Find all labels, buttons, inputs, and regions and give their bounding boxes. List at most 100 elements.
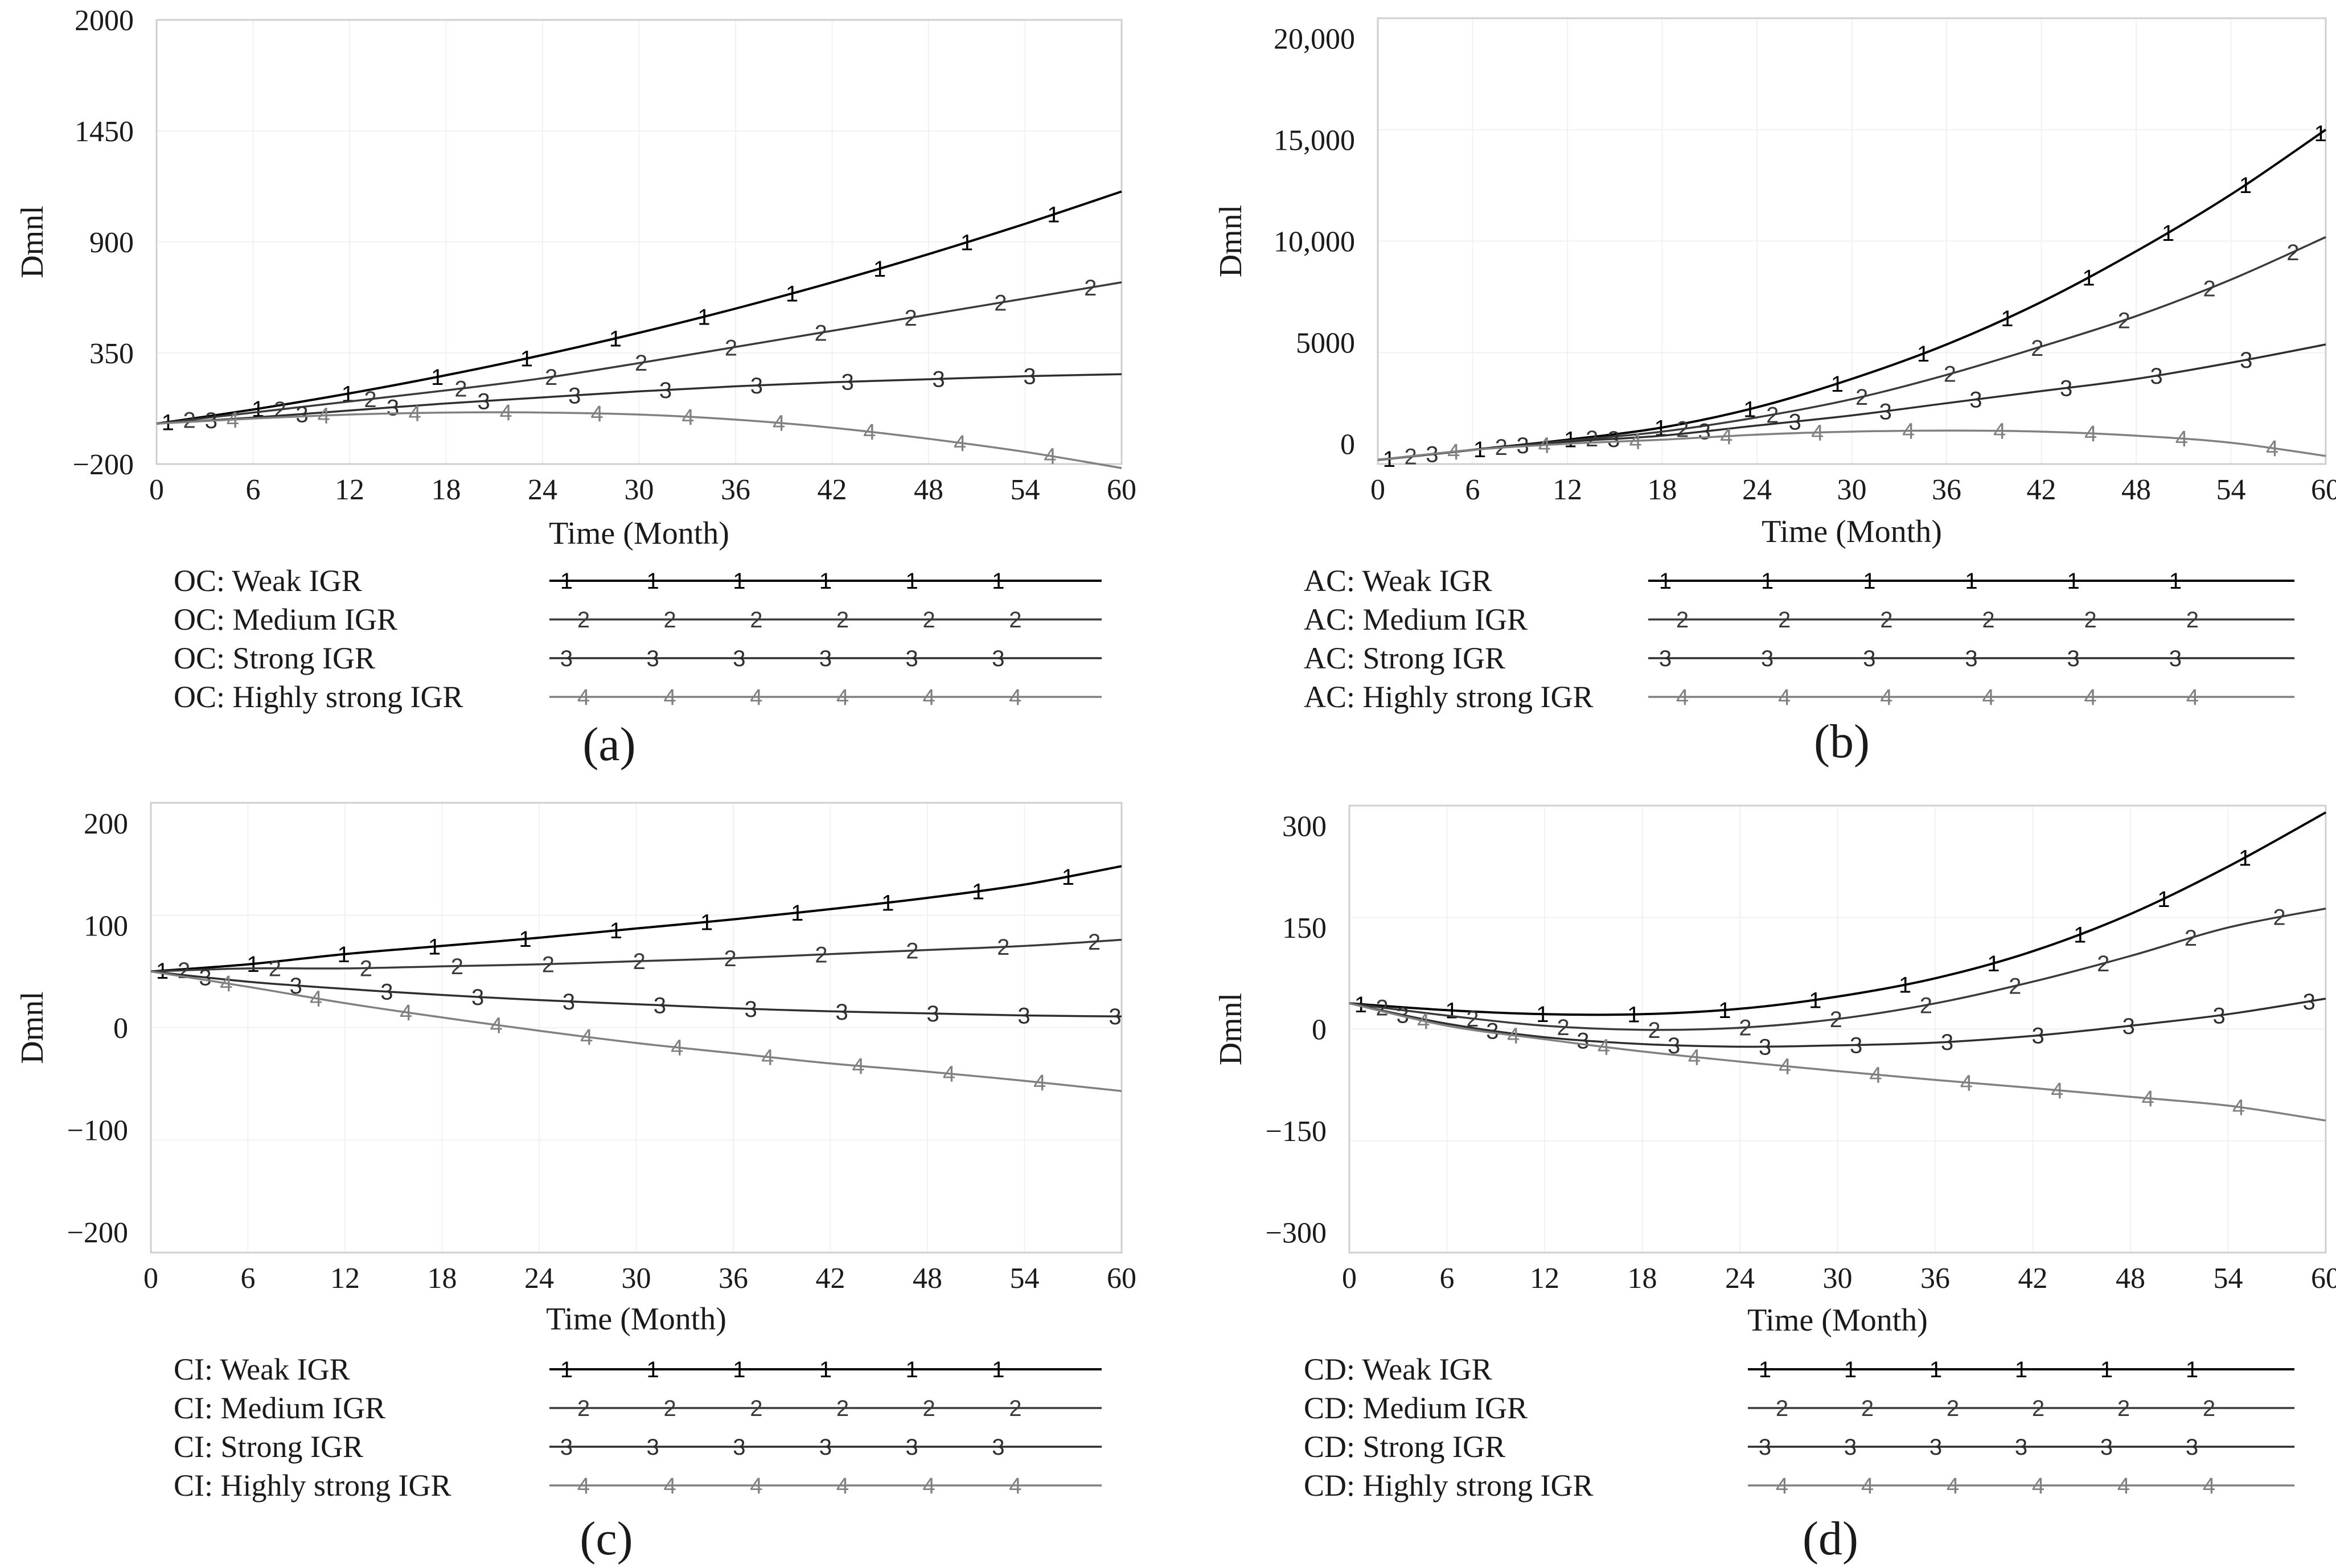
x-tick-label: 60: [1107, 474, 1136, 506]
series-marker-2: 2: [1739, 1016, 1751, 1041]
legend-marker-3: 3: [733, 646, 745, 671]
legend-marker-4: 4: [1009, 685, 1021, 710]
series-marker-1: 1: [1445, 999, 1458, 1024]
legend-marker-2: 2: [1982, 608, 1994, 633]
legend-marker-3: 3: [906, 646, 918, 671]
legend-marker-4: 4: [577, 1473, 590, 1499]
series-marker-2: 2: [1855, 385, 1868, 410]
series-marker-1: 1: [1047, 203, 1060, 228]
legend-marker-2: 2: [1676, 608, 1689, 633]
x-tick-label: 18: [432, 474, 461, 506]
series-marker-4: 4: [499, 400, 512, 425]
x-tick-label: 0: [149, 474, 164, 506]
y-tick-label: 200: [84, 808, 128, 840]
series-marker-3: 3: [1668, 1033, 1680, 1058]
x-tick-label: 42: [2018, 1262, 2048, 1295]
chart-panel-1: 0 6 12 18 24 30 36 42 48 54 60−20035090014502000Ti…: [15, 5, 1136, 771]
series-marker-2: 2: [1466, 1007, 1479, 1032]
y-axis-label: Dmnl: [1213, 993, 1249, 1066]
series-marker-3: 3: [1577, 1029, 1589, 1054]
x-tick-label: 48: [2121, 474, 2151, 506]
series-line-3: [150, 970, 1122, 1018]
series-line-3: [1377, 343, 2326, 461]
series-marker-4: 4: [671, 1036, 683, 1061]
y-tick-label: 2000: [75, 5, 134, 37]
plot-frame: [1377, 17, 2327, 465]
series-marker-1: 1: [431, 365, 444, 390]
x-tick-label: 12: [1553, 474, 1582, 506]
series-marker-4: 4: [310, 987, 322, 1012]
series-marker-2: 2: [724, 946, 737, 971]
series-marker-4: 4: [2175, 426, 2188, 451]
series-marker-1: 1: [2001, 306, 2013, 331]
legend-marker-4: 4: [1947, 1473, 1959, 1499]
legend-marker-2: 2: [2186, 608, 2199, 633]
panel-label: (d): [1803, 1512, 1858, 1565]
series-marker-4: 4: [852, 1054, 864, 1079]
legend-marker-1: 1: [1761, 569, 1773, 594]
legend-marker-3: 3: [992, 1435, 1004, 1460]
series-marker-4: 4: [220, 971, 232, 996]
panel-label: (b): [1814, 715, 1870, 768]
legend-entry-label: CD: Medium IGR: [1304, 1391, 1528, 1425]
legend-marker-3: 3: [733, 1435, 745, 1460]
series-marker-3: 3: [2150, 364, 2163, 389]
series-marker-4: 4: [1538, 433, 1551, 458]
legend-marker-1: 1: [1844, 1357, 1857, 1382]
x-tick-label: 12: [330, 1262, 360, 1295]
legend-entry-label: OC: Strong IGR: [174, 641, 375, 675]
series-marker-1: 1: [2162, 221, 2174, 246]
legend-marker-4: 4: [923, 1473, 935, 1499]
x-tick-label: 36: [721, 474, 750, 506]
legend-marker-3: 3: [2169, 646, 2182, 671]
legend-marker-1: 1: [560, 569, 573, 594]
series-marker-1: 1: [1536, 1002, 1549, 1027]
series-marker-4: 4: [943, 1062, 955, 1087]
series-marker-1: 1: [1987, 951, 2000, 976]
legend-marker-2: 2: [1009, 1396, 1021, 1421]
legend-entry-label: OC: Weak IGR: [174, 564, 362, 598]
series-line-3: [156, 373, 1122, 425]
legend-marker-1: 1: [819, 1357, 832, 1382]
legend-marker-1: 1: [992, 1357, 1004, 1382]
series-marker-3: 3: [1023, 364, 1036, 389]
x-tick-label: 30: [1823, 1262, 1853, 1295]
legend-marker-4: 4: [750, 685, 762, 710]
series-marker-1: 1: [873, 257, 886, 282]
x-tick-label: 54: [1011, 474, 1040, 506]
series-marker-3: 3: [1759, 1035, 1771, 1060]
series-marker-2: 2: [1088, 930, 1101, 955]
y-tick-label: 0: [1340, 428, 1355, 461]
legend-marker-1: 1: [819, 569, 832, 594]
x-axis-label: Time (Month): [546, 1302, 726, 1337]
panel-label: (c): [580, 1512, 633, 1565]
legend-marker-4: 4: [2117, 1473, 2130, 1499]
series-marker-2: 2: [994, 290, 1007, 315]
series-marker-2: 2: [451, 954, 463, 979]
series-marker-3: 3: [745, 997, 757, 1022]
x-tick-label: 48: [2116, 1262, 2145, 1295]
series-marker-2: 2: [273, 397, 286, 422]
series-marker-4: 4: [318, 404, 330, 429]
series-marker-4: 4: [590, 401, 603, 426]
legend-marker-4: 4: [1880, 685, 1892, 710]
series-marker-4: 4: [490, 1013, 503, 1038]
series-marker-3: 3: [750, 373, 763, 399]
series-line-2: [1349, 908, 2326, 1031]
x-tick-label: 30: [1837, 474, 1867, 506]
series-marker-3: 3: [2031, 1024, 2044, 1049]
legend-entry-label: AC: Strong IGR: [1304, 641, 1505, 675]
series-marker-3: 3: [932, 367, 945, 392]
y-tick-label: 0: [113, 1012, 128, 1045]
legend-entry-label: OC: Medium IGR: [174, 602, 397, 637]
x-tick-label: 54: [2214, 1262, 2243, 1295]
x-tick-label: 6: [1465, 474, 1480, 506]
legend-marker-4: 4: [1776, 1473, 1788, 1499]
series-marker-1: 1: [610, 918, 622, 943]
chart-panel-2: 0 6 12 18 24 30 36 42 48 54 600500010,00015,00020,…: [1213, 17, 2336, 768]
series-marker-2: 2: [815, 321, 827, 346]
legend-marker-3: 3: [1759, 1435, 1771, 1460]
legend-marker-2: 2: [923, 608, 935, 633]
series-marker-2: 2: [2273, 905, 2285, 930]
series-marker-2: 2: [1586, 426, 1598, 451]
